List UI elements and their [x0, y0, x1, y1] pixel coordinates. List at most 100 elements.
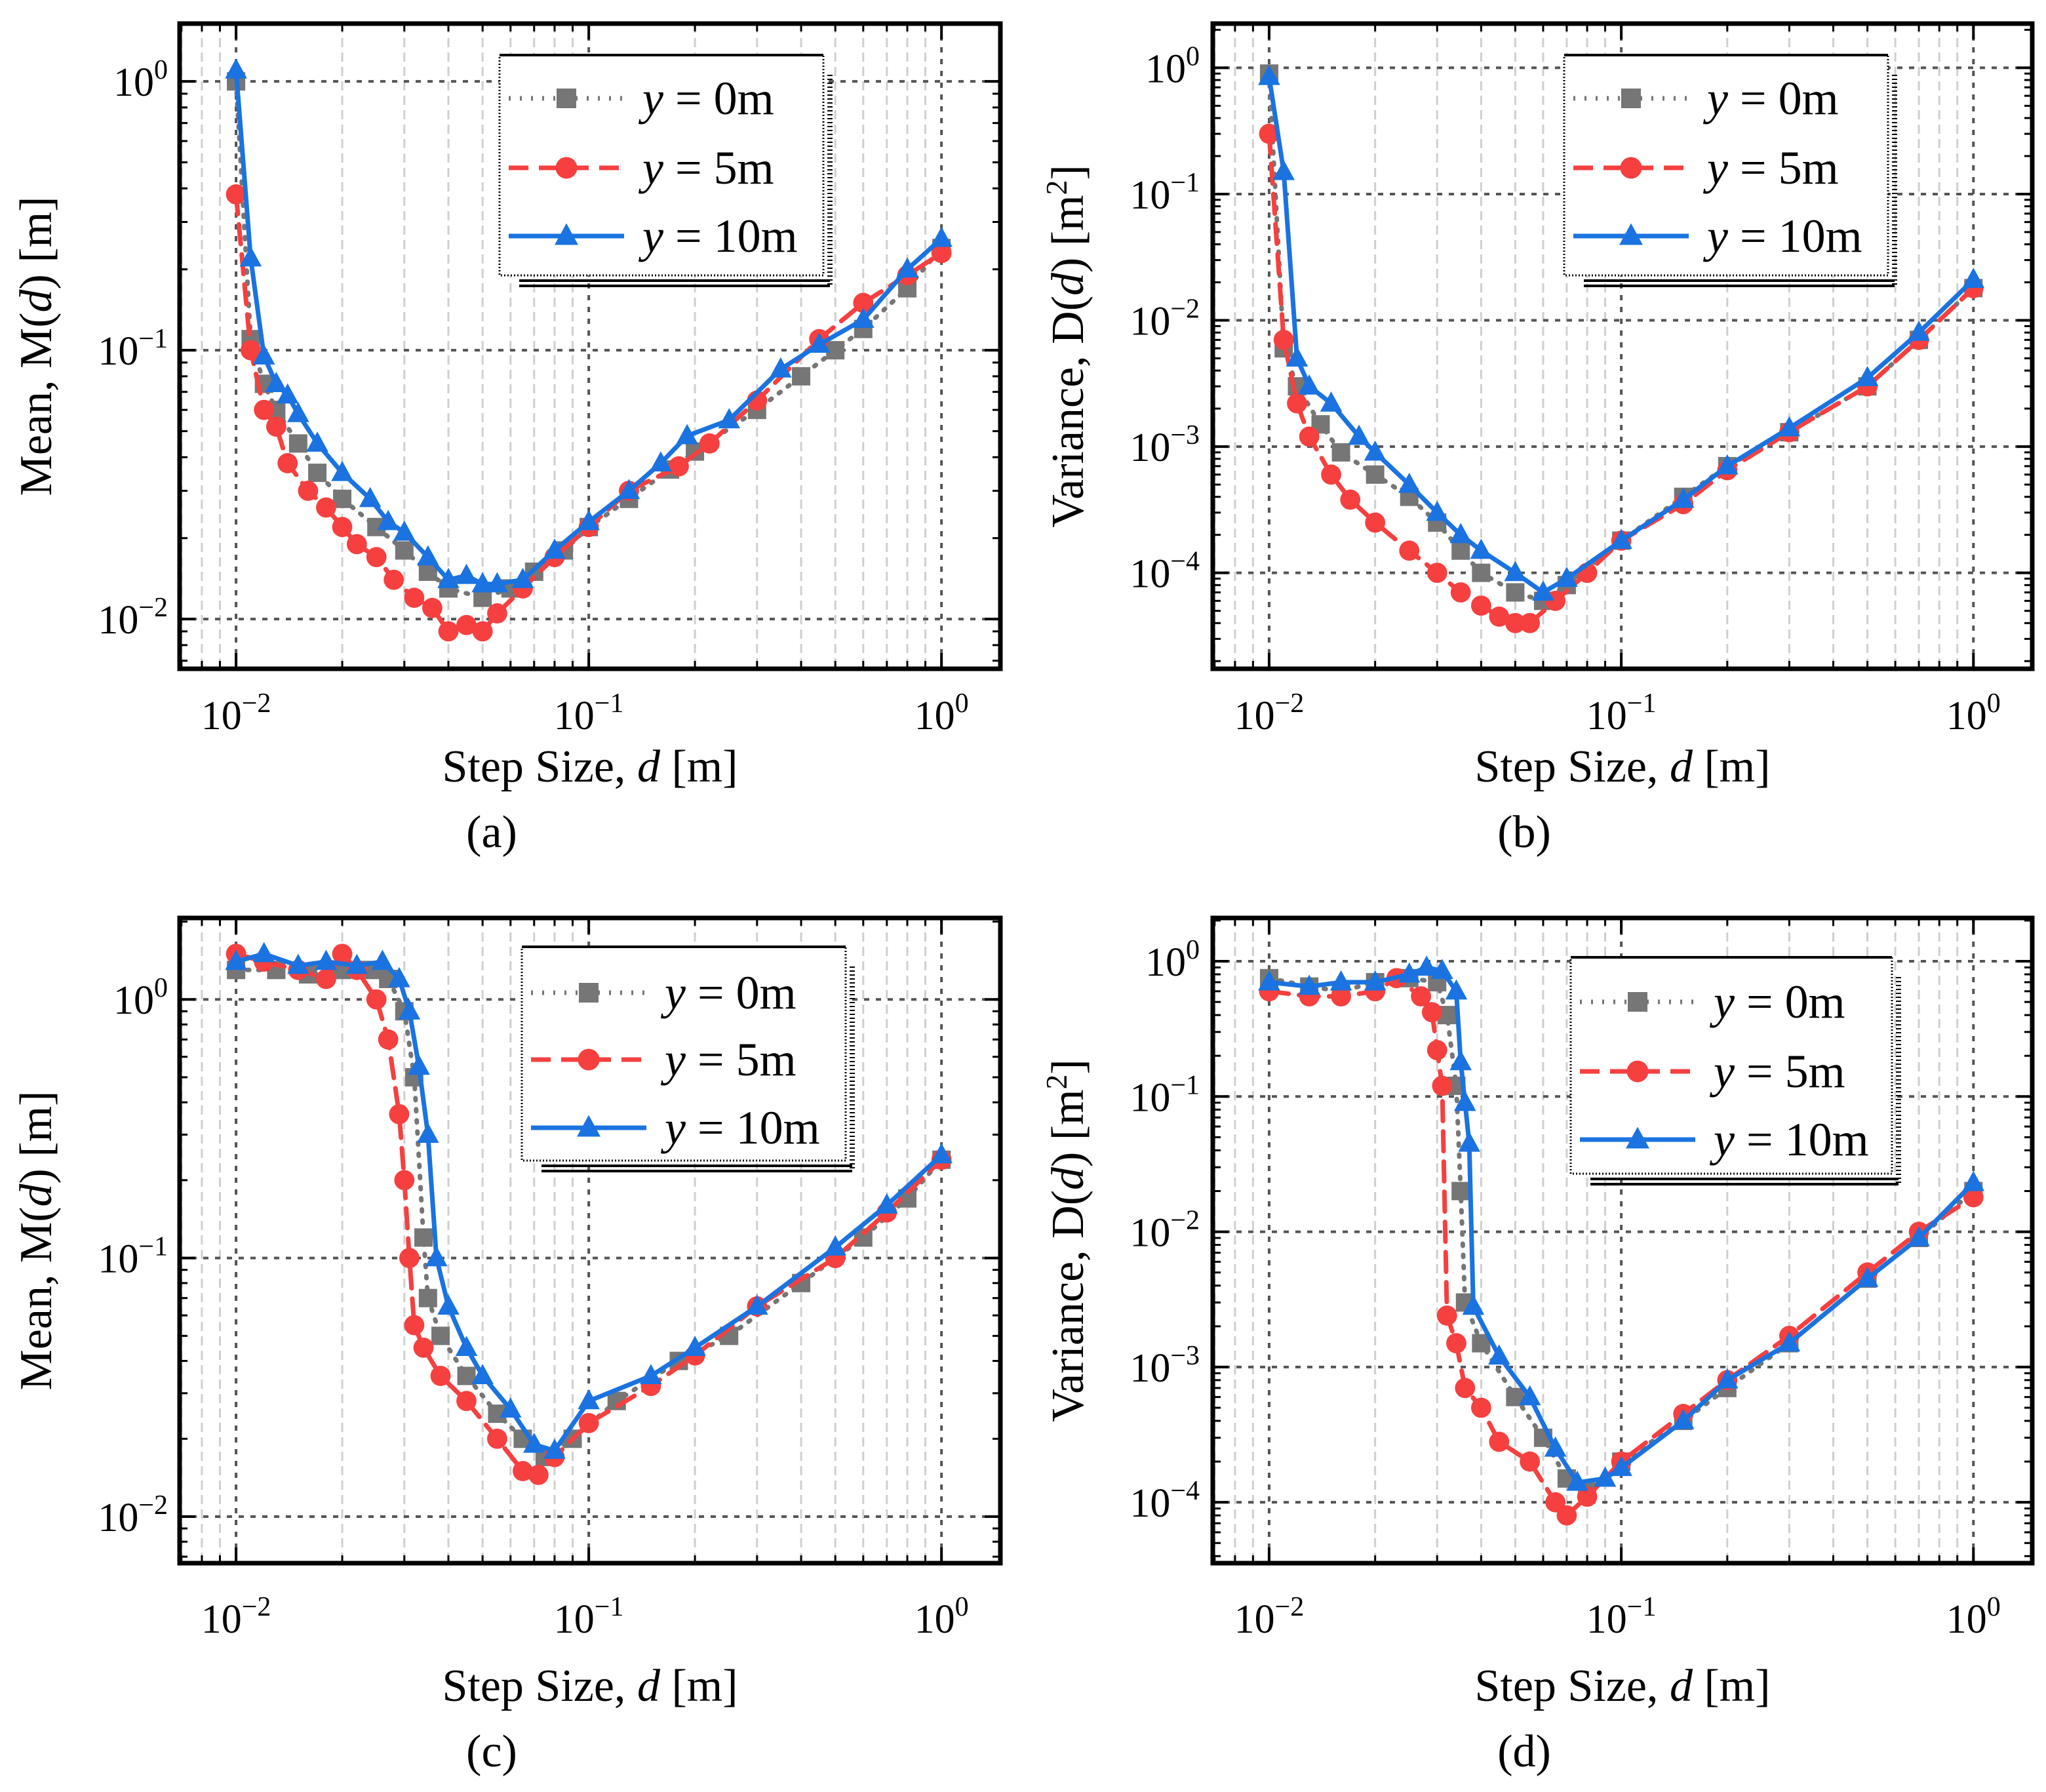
triangle-marker: [1348, 424, 1370, 445]
triangle-marker: [1610, 1456, 1632, 1477]
square-marker: [431, 1326, 450, 1345]
label-part: = 0m: [1728, 72, 1839, 125]
square-marker: [1472, 563, 1491, 582]
square-marker: [333, 489, 352, 508]
circle-marker: [1470, 595, 1491, 616]
x-axis-label: Step Size, d [m]: [1474, 742, 1770, 792]
circle-marker: [487, 603, 507, 624]
circle-marker: [699, 433, 720, 454]
label-part: 2: [1040, 180, 1073, 195]
triangle-marker: [1426, 500, 1449, 521]
circle-marker: [1450, 582, 1471, 603]
x-tick-label: 10−2: [1234, 688, 1305, 738]
legend-label: y = 0m: [1709, 976, 1845, 1028]
circle-marker: [1399, 540, 1420, 561]
axes-frame: [177, 21, 1003, 671]
triangle-marker: [824, 1235, 846, 1256]
circle-marker: [366, 989, 387, 1010]
square-marker: [1451, 541, 1470, 560]
label-part: d: [11, 1183, 62, 1206]
label-part: = 10m: [1728, 210, 1862, 262]
circle-marker: [316, 968, 336, 989]
triangle-marker: [306, 431, 328, 452]
triangle-marker: [1398, 472, 1421, 493]
legend-box: [498, 54, 825, 277]
circle-marker: [853, 292, 874, 313]
x-tick-label: 10−1: [1586, 688, 1657, 738]
legend-item-y0: y = 0m: [509, 72, 774, 125]
axes-frame: [177, 915, 1003, 1566]
triangle-marker: [287, 953, 309, 974]
circle-marker: [1331, 986, 1351, 1006]
circle-marker: [1436, 1305, 1457, 1326]
label-part: Step Size,: [1474, 742, 1669, 792]
legend-item-y5: y = 5m: [1580, 1045, 1845, 1098]
circle-marker: [404, 587, 425, 608]
legend-label: y = 0m: [660, 966, 797, 1019]
x-axis-label: Step Size, d [m]: [442, 742, 738, 792]
y-tick-label: 10−3: [1130, 420, 1200, 470]
circle-marker: [1426, 563, 1447, 584]
triangle-marker: [1364, 440, 1387, 461]
label-part: [m]: [1693, 1661, 1771, 1711]
x-tick-label: 10−1: [1586, 1592, 1657, 1642]
circle-marker: [1365, 512, 1386, 533]
panel-caption: (b): [1497, 807, 1551, 858]
series-area: [225, 942, 953, 1485]
triangle-marker: [1329, 970, 1352, 991]
label-part: d: [11, 289, 62, 312]
series-area: [225, 58, 953, 642]
triangle-marker: [1286, 346, 1308, 367]
triangle-marker: [1778, 416, 1801, 437]
y-tick-label: 100: [1145, 41, 1200, 91]
circle-marker: [1470, 1397, 1491, 1418]
triangle-marker: [1962, 268, 1985, 289]
label-part: y: [1702, 210, 1728, 262]
circle-marker: [1520, 1451, 1541, 1472]
triangle-marker: [770, 357, 792, 378]
triangle-marker: [1716, 1368, 1739, 1389]
circle-marker: [1421, 1002, 1442, 1023]
triangle-marker: [437, 1294, 460, 1315]
legend: y = 0my = 5my = 10m: [1569, 956, 1901, 1185]
circle-marker: [578, 1412, 599, 1433]
circle-marker: [226, 184, 246, 205]
legend-item-y10: y = 10m: [531, 1102, 820, 1154]
legend-box: [1563, 54, 1889, 277]
label-part: y: [1709, 1045, 1735, 1098]
label-part: = 0m: [1735, 976, 1845, 1028]
y-tick-label: 100: [113, 973, 168, 1023]
label-part: d: [637, 742, 661, 792]
legend-label: y = 5m: [1709, 1045, 1845, 1098]
label-part: y: [1709, 1113, 1735, 1166]
circle-marker: [1489, 1431, 1510, 1452]
triangle-marker: [265, 372, 288, 392]
y-tick-label: 10−4: [1130, 1476, 1200, 1526]
triangle-marker: [1672, 1408, 1695, 1429]
circle-marker: [1287, 393, 1307, 414]
square-marker: [1621, 89, 1641, 108]
series-y10: [225, 942, 953, 1459]
label-part: Step Size,: [442, 1661, 637, 1711]
triangle-marker: [1610, 528, 1632, 549]
y-tick-label: 100: [113, 55, 168, 105]
triangle-marker: [1415, 955, 1438, 976]
triangle-marker: [1449, 1050, 1472, 1071]
circle-marker: [266, 416, 286, 437]
circle-marker: [378, 1029, 399, 1050]
triangle-marker: [1258, 970, 1280, 991]
series-y10: [1258, 64, 1985, 601]
series-y10: [225, 58, 953, 593]
square-marker: [308, 464, 327, 483]
triangle-marker: [1908, 1225, 1930, 1246]
y-tick-label: 100: [1145, 935, 1200, 985]
square-marker: [1451, 1182, 1470, 1201]
label-part: = 5m: [686, 1033, 797, 1086]
square-marker: [288, 434, 307, 453]
triangle-marker: [408, 1054, 430, 1075]
triangle-marker: [1453, 1090, 1476, 1111]
circle-marker: [1545, 1492, 1566, 1513]
triangle-marker: [1566, 1470, 1588, 1491]
square-marker: [418, 1288, 437, 1307]
